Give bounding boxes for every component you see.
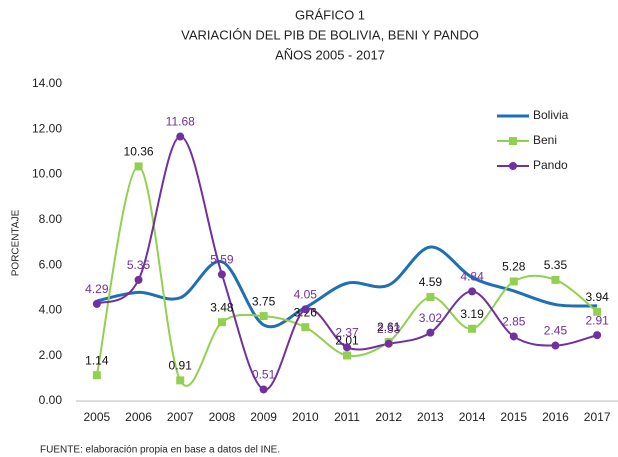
- series-line: [96, 245, 598, 329]
- data-label: 5.35: [127, 258, 151, 272]
- data-label: 2.53: [377, 322, 401, 336]
- data-label: 2.37: [335, 326, 359, 340]
- marker: [134, 162, 143, 171]
- data-label: 3.19: [460, 307, 484, 321]
- legend-marker: [509, 162, 517, 170]
- marker: [134, 275, 143, 284]
- x-tick-label: 2011: [334, 410, 360, 424]
- data-label: 2.61: [377, 320, 401, 334]
- marker: [593, 331, 602, 340]
- data-label: 3.94: [585, 290, 609, 304]
- marker: [343, 351, 351, 360]
- marker: [551, 341, 560, 350]
- legend-label: Beni: [533, 133, 557, 147]
- marker: [301, 305, 310, 314]
- y-axis-label: PORCENTAJE: [11, 209, 22, 276]
- marker: [343, 343, 351, 352]
- marker: [593, 307, 602, 316]
- data-label: 10.36: [124, 145, 154, 159]
- data-label: 4.05: [294, 287, 318, 301]
- data-label: 3.75: [252, 294, 276, 308]
- x-tick-label: 2013: [417, 410, 444, 424]
- marker: [426, 293, 435, 302]
- marker: [301, 323, 310, 332]
- marker: [468, 287, 477, 296]
- data-label: 1.14: [85, 353, 109, 367]
- data-label: 11.68: [166, 115, 195, 129]
- x-tick-label: 2006: [125, 410, 152, 424]
- marker: [551, 275, 560, 284]
- legend-label: Pando: [533, 158, 568, 172]
- y-tick-label: 8.00: [39, 212, 63, 226]
- marker: [468, 324, 477, 333]
- marker: [259, 312, 268, 321]
- marker: [92, 299, 101, 308]
- marker: [217, 270, 226, 279]
- x-tick-label: 2014: [459, 410, 486, 424]
- chart-title: VARIACIÓN DEL PIB DE BOLIVIA, BENI Y PAN…: [181, 27, 479, 42]
- y-tick-label: 2.00: [39, 348, 63, 362]
- data-label: 0.91: [169, 359, 193, 373]
- data-label: 4.59: [419, 275, 443, 289]
- chart-title: AÑOS 2005 - 2017: [275, 47, 385, 62]
- x-tick-label: 2007: [167, 410, 194, 424]
- marker: [384, 339, 393, 348]
- x-tick-label: 2015: [500, 410, 527, 424]
- x-tick-label: 2012: [375, 410, 402, 424]
- marker: [176, 376, 185, 385]
- y-tick-label: 6.00: [39, 257, 63, 271]
- data-label: 4.29: [85, 282, 109, 296]
- data-label: 3.02: [419, 311, 443, 325]
- marker: [259, 385, 268, 394]
- x-tick-label: 2008: [209, 410, 236, 424]
- marker: [509, 277, 518, 286]
- marker: [92, 371, 101, 380]
- marker: [426, 328, 435, 337]
- data-label: 5.35: [544, 258, 568, 272]
- source-note: FUENTE: elaboración propia en base a dat…: [40, 445, 280, 456]
- data-label: 2.45: [544, 324, 568, 338]
- x-tick-label: 2009: [250, 410, 277, 424]
- y-tick-label: 14.00: [32, 76, 62, 90]
- x-tick-label: 2010: [292, 410, 319, 424]
- data-label: 2.01: [335, 334, 359, 348]
- data-label: 0.51: [252, 368, 276, 382]
- data-label: 5.59: [210, 253, 234, 267]
- y-tick-label: 12.00: [32, 121, 62, 135]
- data-label: 3.48: [210, 300, 234, 314]
- data-label: 2.91: [585, 313, 609, 327]
- y-tick-label: 0.00: [39, 393, 63, 407]
- x-tick-label: 2016: [542, 410, 569, 424]
- y-tick-label: 10.00: [32, 167, 62, 181]
- marker: [176, 132, 185, 141]
- legend-label: Bolivia: [533, 108, 569, 122]
- data-label: 5.28: [502, 260, 526, 274]
- x-tick-label: 2005: [83, 410, 110, 424]
- marker: [509, 332, 518, 341]
- data-label: 4.84: [460, 270, 484, 284]
- y-tick-label: 4.00: [39, 303, 63, 317]
- marker: [217, 318, 226, 327]
- legend-marker: [509, 137, 517, 145]
- data-label: 2.85: [502, 315, 526, 329]
- chart-title: GRÁFICO 1: [295, 7, 365, 22]
- x-tick-label: 2017: [584, 410, 611, 424]
